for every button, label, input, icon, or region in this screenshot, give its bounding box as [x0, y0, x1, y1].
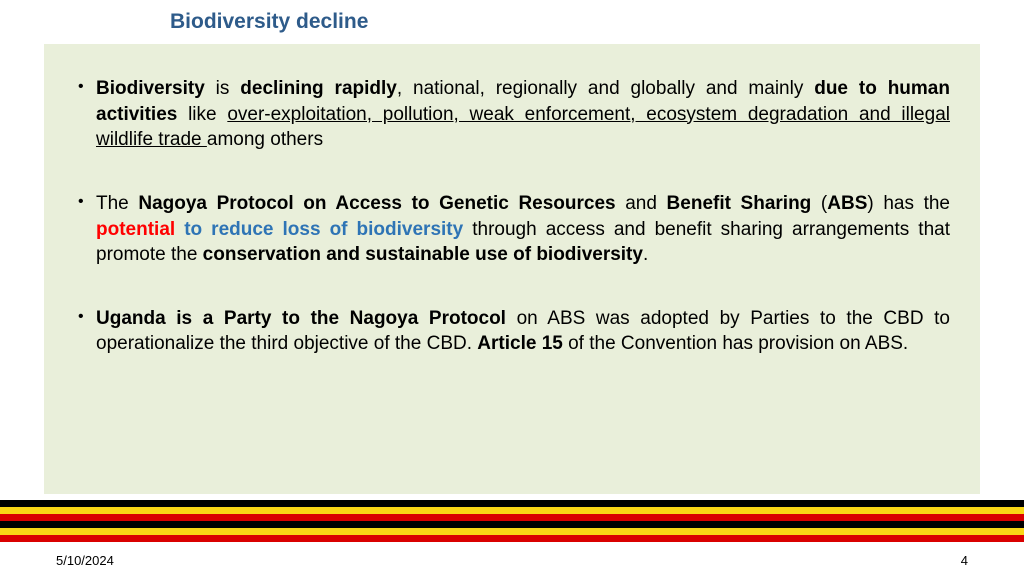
- text-segment: Nagoya Protocol on Access to Genetic Res…: [138, 193, 615, 214]
- text-segment: Biodiversity: [96, 78, 205, 99]
- text-segment: Article 15: [477, 333, 563, 354]
- text-segment: .: [643, 244, 648, 265]
- text-segment: of the Convention has provision on ABS.: [563, 333, 908, 354]
- text-segment: ) has the: [867, 193, 950, 214]
- slide: Biodiversity decline Biodiversity is dec…: [0, 0, 1024, 576]
- footer: 5/10/2024 4: [0, 548, 1024, 568]
- flag-stripe: [0, 528, 1024, 535]
- text-segment: potential: [96, 219, 175, 240]
- text-segment: The: [96, 193, 138, 214]
- text-segment: (: [811, 193, 827, 214]
- slide-title: Biodiversity decline: [170, 10, 368, 34]
- flag-stripes: [0, 500, 1024, 542]
- text-segment: like: [177, 104, 227, 125]
- footer-page-number: 4: [961, 553, 968, 568]
- text-segment: , national, regionally and globally and …: [397, 78, 814, 99]
- footer-date: 5/10/2024: [56, 553, 114, 568]
- bullet-list: Biodiversity is declining rapidly, natio…: [74, 76, 950, 357]
- text-segment: declining rapidly: [240, 78, 397, 99]
- flag-stripe: [0, 507, 1024, 514]
- text-segment: and: [616, 193, 667, 214]
- text-segment: ABS: [827, 193, 867, 214]
- flag-stripe: [0, 514, 1024, 521]
- text-segment: is: [205, 78, 241, 99]
- bullet-item: Uganda is a Party to the Nagoya Protocol…: [74, 306, 950, 357]
- text-segment: Benefit Sharing: [667, 193, 812, 214]
- bullet-item: The Nagoya Protocol on Access to Genetic…: [74, 191, 950, 268]
- flag-stripe: [0, 535, 1024, 542]
- flag-stripe: [0, 500, 1024, 507]
- flag-stripe: [0, 521, 1024, 528]
- text-segment: Uganda is a Party to the Nagoya Protocol: [96, 308, 517, 329]
- text-segment: conservation and sustainable use of biod…: [203, 244, 643, 265]
- text-segment: among others: [207, 129, 323, 150]
- content-box: Biodiversity is declining rapidly, natio…: [44, 44, 980, 494]
- bullet-item: Biodiversity is declining rapidly, natio…: [74, 76, 950, 153]
- text-segment: to reduce loss of biodiversity: [175, 219, 463, 240]
